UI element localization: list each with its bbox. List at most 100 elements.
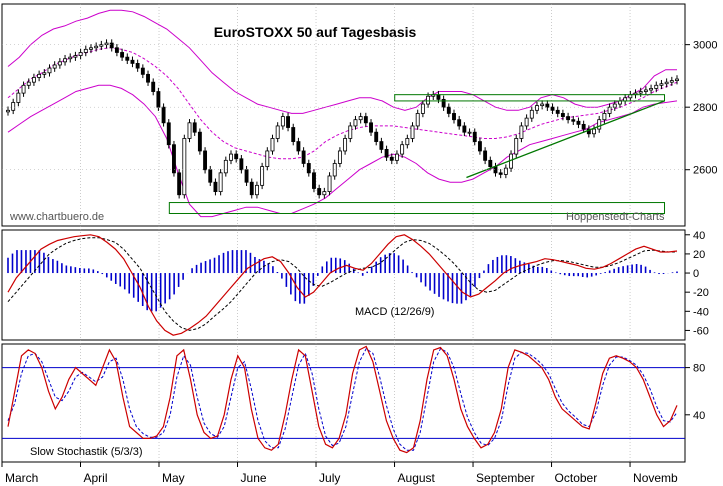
candle-body (280, 116, 285, 127)
candle-body (571, 119, 576, 122)
month-label: March (5, 471, 38, 485)
candle-body (337, 150, 342, 164)
candle-body (654, 84, 659, 89)
candle-body (363, 116, 368, 124)
candle-body (31, 77, 36, 83)
candle-body (566, 116, 571, 121)
candle-body (249, 181, 254, 196)
candle-body (161, 106, 166, 124)
macd-label: MACD (12/26/9) (355, 306, 434, 318)
candle-body (664, 81, 669, 85)
candle-body (457, 119, 462, 127)
candle-body (52, 64, 57, 69)
candle-body (197, 131, 202, 152)
candle-body (358, 116, 363, 121)
macd-tick-label: 40 (693, 230, 705, 242)
month-gridlines (80, 4, 631, 462)
candle-body (462, 125, 467, 133)
candle-body (441, 98, 446, 108)
stochastic-d-line (7, 347, 678, 451)
candle-body (89, 47, 93, 50)
candle-body (63, 58, 67, 63)
candle-body (602, 113, 607, 121)
candle-body (78, 52, 83, 56)
month-label: October (555, 471, 598, 485)
candle-body (669, 80, 674, 83)
candle-body (477, 141, 482, 152)
candle-body (389, 156, 394, 161)
panel-frame-1 (1, 229, 686, 341)
macd-line (7, 234, 678, 336)
macd-panel: MACD (12/26/9) 40 20 0 -20 -40 -60 (7, 230, 709, 337)
candle-body (379, 141, 384, 150)
price-y-ticks: 3000 2800 2600 (2, 40, 717, 177)
stochastic-panel: Slow Stochastik (5/3/3) 80 40 (2, 345, 705, 458)
candle-body (172, 144, 176, 174)
candle-body (529, 109, 534, 119)
candle-body (410, 125, 415, 139)
candle-body (301, 150, 306, 164)
candle-body (597, 119, 602, 130)
candle-body (555, 109, 560, 114)
month-label: September (476, 471, 535, 485)
candle-body (643, 89, 648, 92)
candle-body (395, 153, 399, 161)
stochastic-k-line (7, 345, 678, 454)
candle-body (83, 48, 88, 53)
candle-body (68, 56, 73, 60)
candle-body (400, 144, 405, 155)
stochastic-tick-label: 40 (693, 410, 705, 422)
candle-body (540, 103, 545, 107)
candle-body (218, 172, 223, 193)
candle-body (405, 138, 410, 146)
candle-body (343, 138, 348, 152)
candle-body (265, 150, 270, 167)
month-label: June (241, 471, 267, 485)
candle-body (498, 172, 503, 175)
candle-body (57, 61, 62, 66)
stochastic-y-ticks: 80 40 (685, 363, 705, 422)
candle-body (125, 56, 130, 61)
candle-body (369, 122, 373, 133)
candle-body (353, 119, 358, 127)
candle-body (254, 184, 259, 196)
candle-body (16, 92, 21, 103)
uptrend-line (466, 100, 665, 179)
month-label: April (84, 471, 108, 485)
candle-body (545, 103, 550, 108)
price-tick-label: 2600 (693, 165, 717, 177)
candle-body (327, 175, 332, 193)
candle-body (203, 150, 208, 171)
resistance-zone (394, 94, 666, 102)
candle-body (306, 163, 311, 174)
candle-body (275, 125, 280, 139)
candle-body (452, 113, 456, 121)
candle-body (581, 123, 586, 130)
watermark-right: Hoppenstedt-Charts (566, 211, 665, 223)
candle-body (42, 72, 47, 75)
candle-body (151, 81, 156, 92)
candle-body (135, 63, 140, 69)
macd-tick-label: 0 (693, 268, 699, 280)
stochastic-levels (2, 367, 685, 439)
candle-body (192, 122, 197, 133)
candle-body (576, 120, 581, 125)
candle-body (208, 169, 213, 183)
macd-signal-line (7, 237, 677, 331)
candle-body (446, 106, 451, 114)
month-label: Novemb (633, 471, 678, 485)
candle-body (426, 95, 431, 105)
month-label: July (319, 471, 340, 485)
candle-body (270, 138, 275, 152)
candle-body (638, 91, 643, 94)
macd-y-ticks: 40 20 0 -20 -40 -60 (685, 230, 709, 337)
macd-tick-label: -40 (693, 306, 709, 318)
candle-body (384, 148, 389, 158)
candle-body (592, 128, 596, 135)
candle-body (612, 103, 617, 108)
candle-body (607, 106, 612, 114)
candle-body (182, 138, 187, 196)
price-candles (6, 39, 679, 199)
